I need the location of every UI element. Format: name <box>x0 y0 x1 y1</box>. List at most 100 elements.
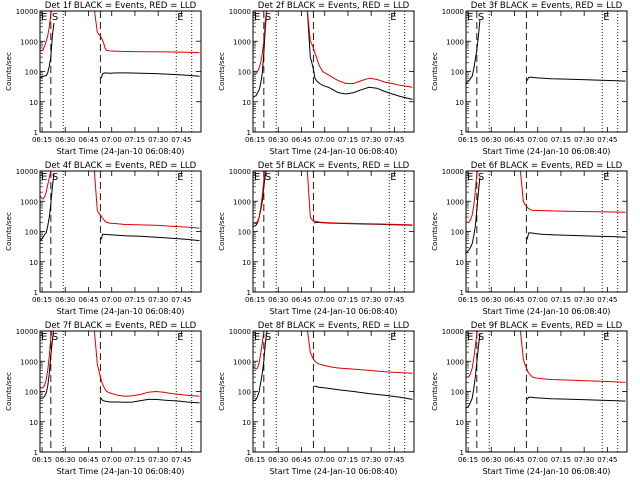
marker-label: E <box>390 172 396 183</box>
x-tick-label: 06:45 <box>78 296 98 304</box>
plot-frame <box>252 330 415 453</box>
y-tick-label: 1 <box>460 449 464 457</box>
y-tick-label: 1000 <box>446 198 464 206</box>
y-axis-label: Counts/sec <box>218 372 226 411</box>
panel-det-8f: Det 8f BLACK = Events, RED = LLD Counts/s… <box>218 321 415 476</box>
panel-det-5f: Det 5f BLACK = Events, RED = LLD Counts/s… <box>218 161 415 316</box>
y-axis-label: Counts/sec <box>431 52 439 91</box>
panel-title: Det 6f BLACK = Events, RED = LLD <box>471 161 623 171</box>
series-events <box>253 331 268 402</box>
y-tick-label: 1 <box>34 449 38 457</box>
x-tick-label: 06:45 <box>291 296 311 304</box>
x-tick-label: 06:15 <box>32 456 52 464</box>
series-lld <box>40 331 200 397</box>
y-tick-label: 100 <box>25 69 38 77</box>
x-tick-label: 07:30 <box>361 136 381 144</box>
marker-label: E <box>603 172 609 183</box>
y-axis-label: Counts/sec <box>5 52 13 91</box>
marker-label: S <box>478 12 484 23</box>
marker-label: E <box>390 332 396 343</box>
x-axis-label: Start Time (24-Jan-10 06:08:40) <box>483 467 611 476</box>
marker-label: S <box>478 332 484 343</box>
y-tick-label: 1 <box>34 289 38 297</box>
marker-label: E <box>254 332 260 343</box>
marker-label: S <box>265 332 271 343</box>
x-tick-label: 06:15 <box>245 296 265 304</box>
y-axis-label: Counts/sec <box>5 372 13 411</box>
x-tick-label: 07:45 <box>384 456 404 464</box>
y-tick-label: 10 <box>242 419 251 427</box>
x-tick-label: 07:00 <box>315 296 335 304</box>
x-tick-label: 06:15 <box>245 456 265 464</box>
x-tick-label: 06:15 <box>245 136 265 144</box>
marker-label: E <box>41 332 47 343</box>
plot-frame <box>39 10 202 133</box>
x-tick-label: 07:30 <box>361 456 381 464</box>
x-tick-label: 06:30 <box>55 136 75 144</box>
x-tick-label: 06:30 <box>481 296 501 304</box>
x-tick-label: 06:15 <box>458 456 478 464</box>
marker-label: E <box>603 332 609 343</box>
y-tick-label: 10 <box>242 99 251 107</box>
x-tick-label: 06:45 <box>504 136 524 144</box>
y-tick-label: 100 <box>451 69 464 77</box>
series-events <box>100 397 200 404</box>
y-tick-label: 1 <box>247 129 251 137</box>
x-tick-label: 06:15 <box>32 136 52 144</box>
y-tick-label: 1 <box>247 289 251 297</box>
y-tick-label: 1000 <box>20 38 38 46</box>
series-lld <box>253 11 413 88</box>
series-events <box>466 177 481 253</box>
x-tick-label: 06:30 <box>481 136 501 144</box>
x-tick-label: 06:45 <box>504 296 524 304</box>
marker-label: S <box>265 12 271 23</box>
plot-frame <box>39 330 202 453</box>
x-axis-label: Start Time (24-Jan-10 06:08:40) <box>57 147 185 156</box>
y-tick-label: 10 <box>242 259 251 267</box>
x-tick-label: 07:00 <box>102 456 122 464</box>
x-tick-label: 07:15 <box>551 136 571 144</box>
panel-det-1f: Det 1f BLACK = Events, RED = LLD Counts/s… <box>5 1 202 156</box>
series-events <box>466 333 481 408</box>
x-tick-label: 07:30 <box>148 136 168 144</box>
series-events <box>100 233 200 242</box>
x-tick-label: 07:30 <box>574 456 594 464</box>
y-axis-label: Counts/sec <box>431 372 439 411</box>
marker-label: E <box>41 12 47 23</box>
y-tick-label: 1000 <box>446 358 464 366</box>
plot-frame <box>252 170 415 293</box>
series-events <box>526 232 626 240</box>
y-tick-label: 1000 <box>20 198 38 206</box>
panel-title: Det 5f BLACK = Events, RED = LLD <box>258 161 410 171</box>
marker-label: E <box>177 12 183 23</box>
marker-label: S <box>478 172 484 183</box>
series-events <box>40 173 55 241</box>
x-axis-label: Start Time (24-Jan-10 06:08:40) <box>270 147 398 156</box>
series-events <box>100 72 200 79</box>
y-tick-label: 10 <box>455 259 464 267</box>
y-tick-label: 10000 <box>229 8 251 16</box>
x-tick-label: 06:30 <box>268 456 288 464</box>
series-lld <box>40 11 200 54</box>
series-events <box>466 20 481 84</box>
y-tick-label: 10 <box>29 259 38 267</box>
x-tick-label: 07:30 <box>148 456 168 464</box>
x-tick-label: 06:30 <box>55 456 75 464</box>
marker-label: S <box>52 332 58 343</box>
x-tick-label: 06:15 <box>458 296 478 304</box>
x-tick-label: 07:00 <box>528 136 548 144</box>
x-tick-label: 07:15 <box>338 456 358 464</box>
y-tick-label: 1000 <box>233 38 251 46</box>
series-lld <box>466 331 626 383</box>
series-lld <box>253 171 413 226</box>
series-lld <box>253 331 413 374</box>
y-tick-label: 100 <box>25 229 38 237</box>
y-tick-label: 10000 <box>442 168 464 176</box>
y-axis-label: Counts/sec <box>431 212 439 251</box>
panel-title: Det 8f BLACK = Events, RED = LLD <box>258 321 410 331</box>
plot-frame <box>39 170 202 293</box>
x-tick-label: 07:00 <box>315 456 335 464</box>
x-tick-label: 07:45 <box>597 456 617 464</box>
x-tick-label: 07:15 <box>338 136 358 144</box>
